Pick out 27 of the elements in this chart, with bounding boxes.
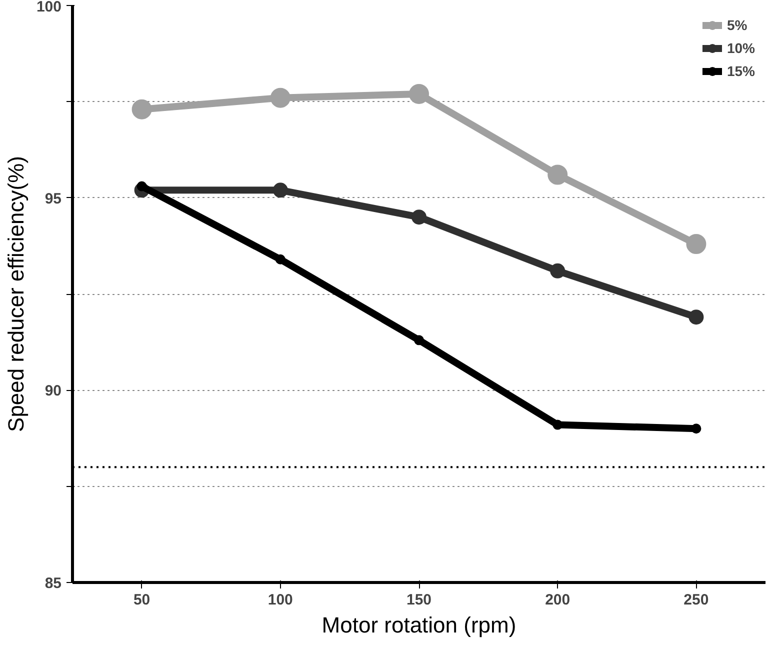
y-tick-label: 90 bbox=[44, 382, 62, 400]
point bbox=[691, 424, 702, 434]
point bbox=[688, 310, 704, 325]
x-tick-label: 150 bbox=[406, 592, 432, 608]
legend-label: 5% bbox=[726, 17, 748, 33]
legend-label: 15% bbox=[726, 63, 755, 79]
x-axis-title: Motor rotation (rpm) bbox=[322, 612, 516, 638]
x-tick-label: 200 bbox=[545, 592, 570, 608]
point bbox=[275, 254, 286, 264]
point bbox=[272, 182, 288, 198]
point bbox=[409, 84, 429, 104]
point bbox=[132, 99, 152, 120]
point bbox=[412, 210, 426, 225]
point bbox=[548, 164, 568, 185]
legend-label: 10% bbox=[726, 40, 755, 56]
point bbox=[552, 420, 563, 430]
x-tick-label: 100 bbox=[268, 592, 293, 608]
y-axis-title: Speed reducer efficiency(%) bbox=[3, 156, 28, 432]
point bbox=[270, 88, 290, 108]
y-tick-label: 95 bbox=[44, 190, 62, 208]
point bbox=[550, 263, 566, 278]
x-tick-label: 50 bbox=[133, 592, 150, 608]
point bbox=[686, 234, 706, 254]
y-tick-label: 100 bbox=[36, 0, 62, 16]
x-tick-label: 250 bbox=[684, 592, 709, 608]
point bbox=[414, 335, 424, 346]
y-tick-label: 85 bbox=[44, 575, 62, 592]
